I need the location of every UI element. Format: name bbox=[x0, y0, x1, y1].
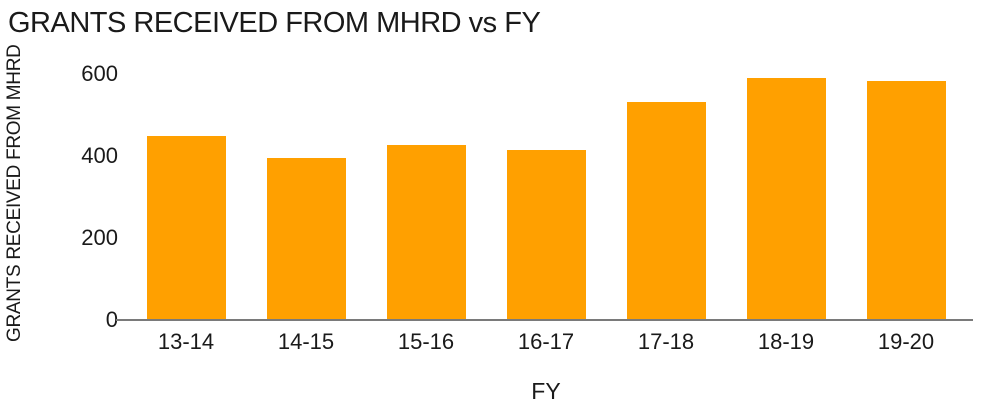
bar-band bbox=[246, 62, 366, 320]
bar-band bbox=[846, 62, 966, 320]
x-axis-line bbox=[116, 319, 973, 321]
y-tick-label: 0 bbox=[105, 307, 118, 332]
bar-15-16 bbox=[386, 144, 466, 320]
y-tick-label: 400 bbox=[81, 143, 118, 168]
y-tick-label: 200 bbox=[81, 225, 118, 250]
x-tick-label: 17-18 bbox=[637, 329, 695, 354]
bar-14-15 bbox=[266, 158, 346, 320]
x-tick-label: 15-16 bbox=[397, 329, 455, 354]
bar-13-14 bbox=[146, 135, 226, 320]
y-tick-label: 600 bbox=[81, 61, 118, 86]
x-tick-label: 13-14 bbox=[157, 329, 215, 354]
bar-band bbox=[606, 62, 726, 320]
chart-title: GRANTS RECEIVED FROM MHRD vs FY bbox=[8, 7, 541, 39]
bar-18-19 bbox=[746, 78, 826, 320]
x-tick-label: 16-17 bbox=[517, 329, 575, 354]
plot-area bbox=[126, 62, 966, 320]
x-tick-label: 19-20 bbox=[877, 329, 935, 354]
bar-band bbox=[726, 62, 846, 320]
bar-16-17 bbox=[506, 149, 586, 320]
bar-band bbox=[366, 62, 486, 320]
bar-19-20 bbox=[866, 80, 946, 320]
x-tick-label: 18-19 bbox=[757, 329, 815, 354]
x-tick-labels: 13-14 14-15 15-16 16-17 17-18 18-19 19-20 bbox=[126, 329, 966, 355]
bar-17-18 bbox=[626, 101, 706, 320]
x-tick-label: 14-15 bbox=[277, 329, 335, 354]
bar-band bbox=[126, 62, 246, 320]
y-axis-title: GRANTS RECEIVED FROM MHRD bbox=[4, 44, 25, 342]
x-axis-title: FY bbox=[531, 378, 561, 404]
bar-band bbox=[486, 62, 606, 320]
